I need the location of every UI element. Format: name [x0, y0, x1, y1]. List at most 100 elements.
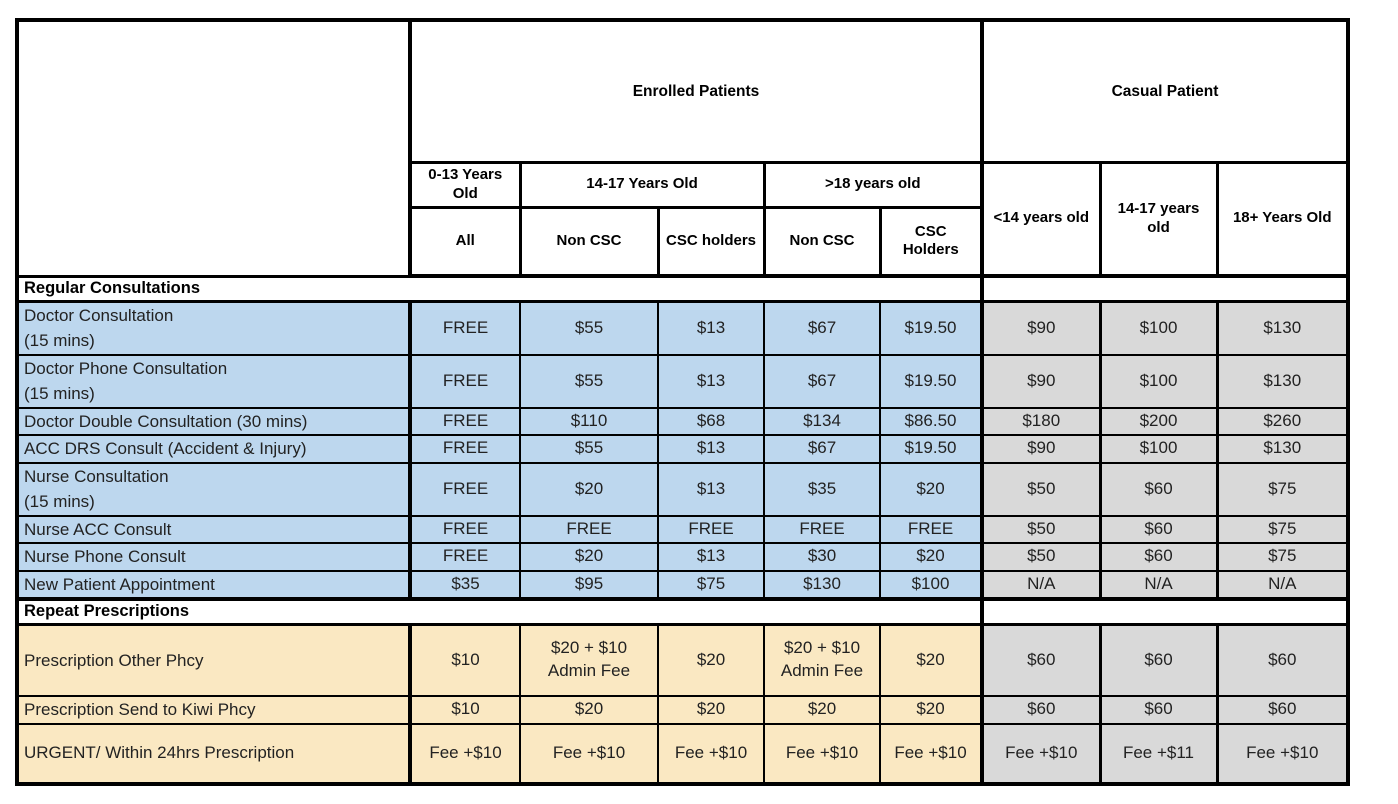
fee-cell: $75	[657, 569, 765, 601]
fee-cell: $19.50	[879, 300, 983, 356]
fee-cell: $20	[879, 695, 983, 725]
row-label: Nurse Phone Consult	[16, 542, 411, 572]
fee-cell: $19.50	[879, 434, 983, 464]
fee-cell: FREE	[879, 514, 983, 544]
row-label: Nurse Consultation (15 mins)	[16, 461, 411, 517]
fee-cell: Fee +$10	[1215, 722, 1349, 785]
fee-cell: $20	[879, 461, 983, 517]
table-row: Doctor Double Consultation (30 mins) FRE…	[16, 406, 1349, 436]
fee-cell: Fee +$11	[1098, 722, 1218, 785]
col-header-csc-holders-1: CSC holders	[656, 205, 766, 278]
fee-cell: $20 + $10 Admin Fee	[519, 623, 659, 697]
col-header-14-17: 14-17 Years Old	[518, 160, 766, 209]
fee-cell: $75	[1215, 542, 1349, 572]
corner-cell	[15, 18, 412, 278]
table-row: URGENT/ Within 24hrs Prescription Fee +$…	[16, 722, 1349, 785]
fee-cell: N/A	[1215, 569, 1349, 601]
fee-cell: $90	[980, 353, 1101, 409]
fee-cell: $100	[1098, 300, 1218, 356]
table-row: Nurse Phone Consult FREE $20 $13 $30 $20…	[16, 542, 1349, 572]
table-row: Nurse ACC Consult FREE FREE FREE FREE FR…	[16, 514, 1349, 544]
fee-cell: $50	[980, 514, 1101, 544]
fee-cell: $60	[1098, 514, 1218, 544]
fee-cell: $75	[1215, 514, 1349, 544]
fee-cell: $60	[980, 695, 1101, 725]
fee-cell: $110	[519, 406, 659, 436]
section-header-row: Repeat Prescriptions	[16, 597, 1349, 626]
fee-cell: $10	[408, 695, 521, 725]
fee-cell: N/A	[980, 569, 1101, 601]
fee-cell: Fee +$10	[980, 722, 1101, 785]
fee-cell: $20	[519, 695, 659, 725]
fee-cell: $60	[1098, 542, 1218, 572]
header-age-row: 0-13 Years Old 14-17 Years Old >18 years…	[17, 160, 1350, 278]
enrolled-patients-header: Enrolled Patients	[408, 18, 984, 164]
fee-cell: Fee +$10	[657, 722, 765, 785]
col-header-noncsc-1: Non CSC	[518, 205, 660, 278]
table-row: Prescription Send to Kiwi Phcy $10 $20 $…	[16, 695, 1349, 725]
fee-cell: $60	[1098, 461, 1218, 517]
fee-cell: $86.50	[879, 406, 983, 436]
fee-cell: $20	[879, 542, 983, 572]
fee-cell: $50	[980, 461, 1101, 517]
fee-cell: FREE	[408, 434, 521, 464]
row-label: Doctor Double Consultation (30 mins)	[16, 406, 411, 436]
fee-cell: $55	[519, 300, 659, 356]
fee-cell: $55	[519, 353, 659, 409]
fees-table: Enrolled Patients Casual Patient 0-13 Ye…	[15, 18, 1350, 786]
fee-cell: $100	[879, 569, 983, 601]
fee-cell: $130	[1215, 434, 1349, 464]
row-label: Doctor Phone Consultation (15 mins)	[16, 353, 411, 409]
fee-cell: $100	[1098, 434, 1218, 464]
fee-cell: $95	[519, 569, 659, 601]
fee-cell: $60	[980, 623, 1101, 697]
fee-cell: $13	[657, 434, 765, 464]
fee-cell: $67	[763, 434, 881, 464]
fee-cell: FREE	[408, 542, 521, 572]
col-header-noncsc-2: Non CSC	[762, 205, 882, 278]
header-csc-row: All Non CSC CSC holders Non CSC CSC Hold…	[17, 205, 1348, 278]
fee-cell: $20 + $10 Admin Fee	[763, 623, 881, 697]
col-header-casual-14-17: 14-17 years old	[1098, 160, 1219, 278]
table-row: Doctor Consultation (15 mins) FREE $55 $…	[16, 300, 1349, 356]
fee-cell: FREE	[408, 461, 521, 517]
section-header-row: Regular Consultations	[16, 274, 1349, 303]
header-group-row: Enrolled Patients Casual Patient	[15, 18, 1350, 278]
fee-cell: FREE	[408, 353, 521, 409]
fee-cell: $60	[1098, 695, 1218, 725]
table-row: ACC DRS Consult (Accident & Injury) FREE…	[16, 434, 1349, 464]
section-title-regular-consultations: Regular Consultations	[16, 274, 983, 303]
fee-cell: $20	[519, 542, 659, 572]
fee-cell: $260	[1215, 406, 1349, 436]
fee-cell: FREE	[408, 514, 521, 544]
fee-cell: $20	[519, 461, 659, 517]
casual-patient-header: Casual Patient	[980, 18, 1350, 164]
col-header-0-13: 0-13 Years Old	[408, 160, 522, 209]
fee-cell: $130	[1215, 300, 1349, 356]
fee-cell: FREE	[519, 514, 659, 544]
fee-cell: N/A	[1098, 569, 1218, 601]
col-header-csc-holders-2: CSC Holders	[878, 205, 984, 278]
fee-cell: $20	[879, 623, 983, 697]
row-label: Prescription Send to Kiwi Phcy	[16, 695, 411, 725]
fee-cell: $90	[980, 300, 1101, 356]
fee-cell: FREE	[763, 514, 881, 544]
row-label: ACC DRS Consult (Accident & Injury)	[16, 434, 411, 464]
fee-cell: $180	[980, 406, 1101, 436]
table-row: Doctor Phone Consultation (15 mins) FREE…	[16, 353, 1349, 409]
fee-cell: $200	[1098, 406, 1218, 436]
fee-cell: Fee +$10	[763, 722, 881, 785]
row-label: Prescription Other Phcy	[16, 623, 411, 697]
fee-cell: $90	[980, 434, 1101, 464]
fee-cell: $20	[657, 623, 765, 697]
fee-cell: $13	[657, 542, 765, 572]
fee-cell: $68	[657, 406, 765, 436]
section-title-repeat-prescriptions: Repeat Prescriptions	[16, 597, 983, 626]
fee-cell: $35	[408, 569, 521, 601]
table-row: New Patient Appointment $35 $95 $75 $130…	[16, 569, 1349, 601]
fee-cell: $60	[1215, 623, 1349, 697]
fee-cell: $55	[519, 434, 659, 464]
fee-cell: $13	[657, 300, 765, 356]
col-header-18plus: >18 years old	[762, 160, 984, 209]
fee-cell: FREE	[408, 300, 521, 356]
